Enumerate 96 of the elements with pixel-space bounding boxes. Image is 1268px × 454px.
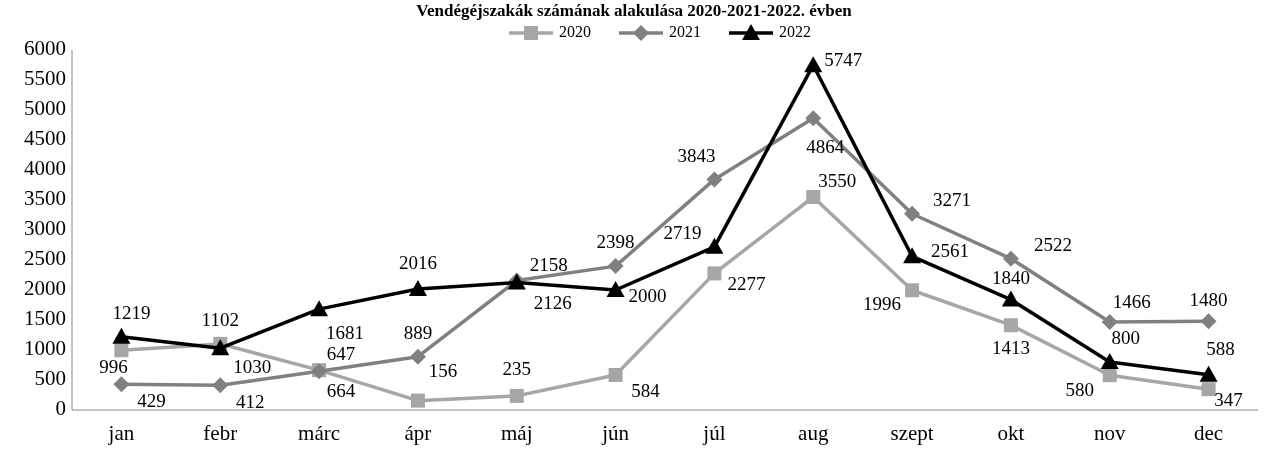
- point: [113, 376, 130, 393]
- data-label: 664: [326, 379, 356, 401]
- point: [904, 205, 921, 222]
- data-label: 800: [1111, 327, 1140, 349]
- data-label: 3271: [933, 189, 972, 211]
- y-tick-label: 4000: [24, 155, 66, 180]
- data-label: 235: [502, 358, 531, 380]
- y-tick-label: 2000: [24, 275, 66, 300]
- y-tick-label: 2500: [24, 245, 66, 270]
- data-label: 996: [99, 355, 128, 377]
- data-label: 412: [236, 390, 265, 412]
- data-label: 1413: [991, 336, 1030, 358]
- point: [1101, 314, 1118, 331]
- point: [409, 348, 426, 365]
- legend-label: 2020: [559, 22, 591, 40]
- point: [310, 300, 329, 317]
- x-tick-label: okt: [997, 421, 1025, 445]
- y-tick-label: 500: [34, 365, 66, 390]
- x-tick-label: aug: [798, 421, 829, 445]
- data-label: 2398: [596, 231, 635, 253]
- point: [1100, 353, 1119, 369]
- x-tick-label: márc: [298, 421, 341, 445]
- x-tick-label: jún: [601, 421, 630, 445]
- data-label: 2719: [663, 222, 702, 244]
- y-tick-label: 4500: [24, 125, 66, 150]
- data-label: 1480: [1189, 288, 1228, 310]
- point: [1001, 290, 1020, 307]
- point: [903, 247, 922, 264]
- point: [805, 110, 822, 127]
- point: [112, 327, 131, 344]
- data-label: 647: [326, 342, 356, 364]
- data-label: 3550: [818, 170, 857, 192]
- point: [905, 283, 920, 298]
- legend-label: 2021: [669, 22, 701, 40]
- data-label: 1030: [233, 355, 272, 377]
- data-label: 580: [1065, 378, 1094, 400]
- data-label: 588: [1206, 338, 1235, 360]
- data-label: 4864: [806, 135, 845, 157]
- x-tick-label: szept: [890, 421, 934, 445]
- data-label: 889: [403, 322, 433, 344]
- data-label: 2277: [727, 272, 766, 294]
- y-tick-label: 1500: [24, 305, 66, 330]
- point: [1201, 382, 1216, 397]
- data-label: 347: [1214, 388, 1243, 410]
- y-tick-label: 5500: [24, 65, 66, 90]
- x-tick-label: nov: [1094, 421, 1126, 445]
- chart-title: Vendégéjszakák számának alakulása 2020-2021-2022. évben: [416, 1, 853, 20]
- data-label: 1681: [326, 322, 365, 344]
- x-tick-label: máj: [501, 421, 533, 445]
- point: [1199, 365, 1218, 382]
- point: [212, 377, 229, 394]
- point: [706, 171, 723, 188]
- data-label: 2561: [931, 239, 970, 261]
- data-label: 1466: [1112, 291, 1151, 313]
- x-tick-label: dec: [1194, 421, 1224, 445]
- data-label: 2158: [529, 253, 568, 275]
- point: [410, 393, 425, 408]
- point: [1002, 250, 1019, 267]
- data-label: 1996: [863, 292, 902, 314]
- legend-label: 2022: [779, 22, 811, 40]
- y-tick-label: 0: [55, 395, 66, 420]
- point: [1003, 318, 1018, 333]
- point: [608, 367, 623, 382]
- point: [806, 190, 821, 204]
- point: [707, 266, 722, 281]
- point: [606, 281, 625, 297]
- point: [1200, 313, 1217, 330]
- x-tick-label: jan: [107, 421, 135, 445]
- point: [607, 258, 624, 275]
- x-tick-label: febr: [203, 421, 238, 445]
- point: [408, 280, 427, 297]
- point: [211, 339, 230, 356]
- data-label: 584: [631, 380, 661, 402]
- data-label: 2126: [533, 291, 572, 313]
- point: [1102, 368, 1117, 383]
- y-tick-label: 6000: [24, 35, 66, 60]
- data-label: 2000: [628, 285, 667, 307]
- point: [114, 343, 129, 358]
- data-label: 2016: [398, 252, 437, 274]
- point: [509, 388, 524, 403]
- x-tick-label: ápr: [404, 421, 432, 445]
- data-label: 156: [428, 360, 458, 381]
- y-tick-label: 5000: [24, 95, 66, 120]
- data-label: 3843: [677, 144, 716, 166]
- data-label: 1840: [991, 266, 1030, 288]
- data-label: 1102: [201, 309, 239, 331]
- data-label: 1219: [112, 302, 151, 324]
- x-tick-label: júl: [702, 421, 726, 445]
- point: [804, 56, 823, 73]
- y-tick-label: 1000: [24, 335, 66, 360]
- point: [705, 237, 724, 254]
- y-tick-label: 3500: [24, 185, 66, 210]
- y-tick-label: 3000: [24, 215, 66, 240]
- data-label: 429: [137, 389, 166, 411]
- data-label: 5747: [824, 48, 863, 70]
- data-label: 2522: [1033, 234, 1072, 256]
